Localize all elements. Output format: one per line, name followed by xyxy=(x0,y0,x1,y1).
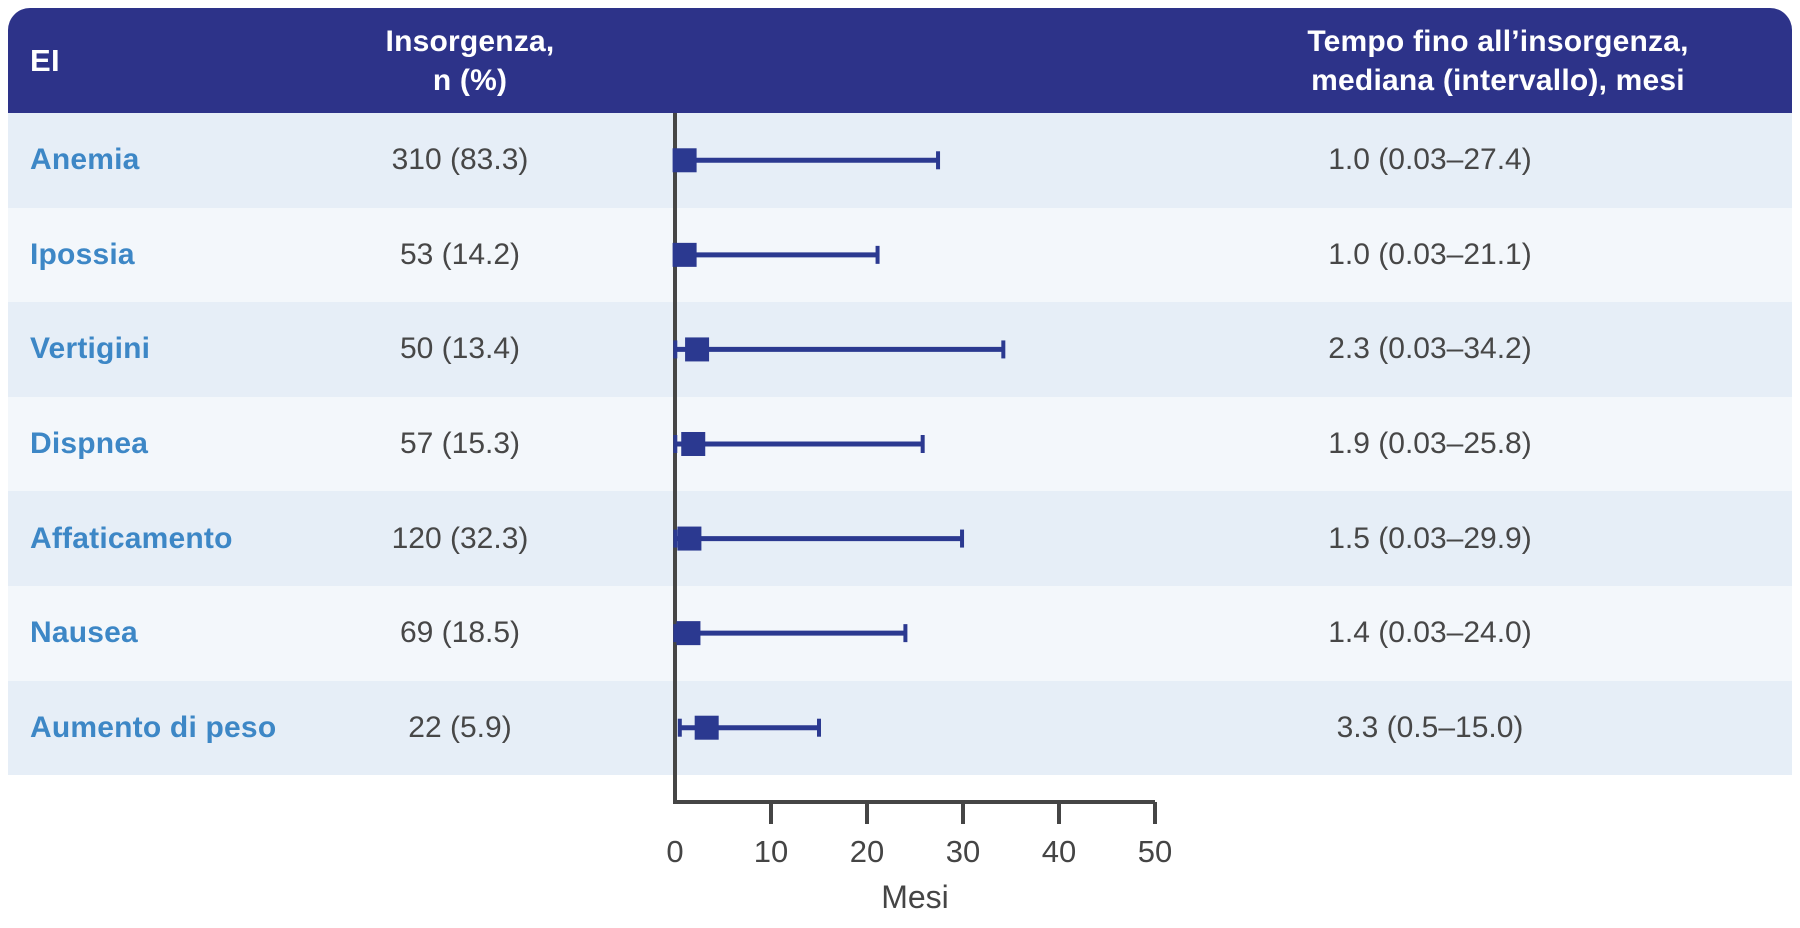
row-label: Vertigini xyxy=(30,332,151,366)
header-tempo-line1: Tempo fino all’insorgenza, xyxy=(1307,24,1689,58)
x-axis-title: Mesi xyxy=(881,879,949,915)
row-label: Anemia xyxy=(30,143,140,177)
row-label: Ipossia xyxy=(30,237,135,271)
table-row: Vertigini 50 (13.4) 2.3 (0.03–34.2) xyxy=(8,302,1792,397)
axis-tick-label: 10 xyxy=(754,834,788,869)
table-header: EI Insorgenza, n (%) Tempo fino all’inso… xyxy=(8,8,1792,113)
row-label: Aumento di peso xyxy=(30,710,277,744)
row-n-pct: 50 (13.4) xyxy=(399,332,521,366)
row-n-pct: 310 (83.3) xyxy=(391,143,529,177)
row-n-pct: 120 (32.3) xyxy=(391,521,529,555)
table-row: Dispnea 57 (15.3) 1.9 (0.03–25.8) xyxy=(8,396,1792,492)
table-row: Nausea 69 (18.5) 1.4 (0.03–24.0) xyxy=(8,586,1792,681)
axis-tick-label: 30 xyxy=(946,834,980,869)
header-insorgenza-line1: Insorgenza, xyxy=(385,24,555,58)
row-time-median: 2.3 (0.03–34.2) xyxy=(1328,332,1532,366)
row-time-median: 1.0 (0.03–21.1) xyxy=(1328,237,1532,271)
row-time-median: 1.4 (0.03–24.0) xyxy=(1328,616,1532,650)
header-insorgenza-line2: n (%) xyxy=(432,63,508,97)
header-insorgenza: Insorgenza, n (%) xyxy=(310,8,630,113)
table-row: Aumento di peso 22 (5.9) 3.3 (0.5–15.0) xyxy=(8,680,1792,776)
row-n-pct: 53 (14.2) xyxy=(399,237,521,271)
header-tempo-line2: mediana (intervallo), mesi xyxy=(1311,63,1685,97)
axis-tick-label: 0 xyxy=(666,834,683,869)
row-label: Nausea xyxy=(30,616,138,650)
row-n-pct: 22 (5.9) xyxy=(408,710,512,744)
table-row: Ipossia 53 (14.2) 1.0 (0.03–21.1) xyxy=(8,207,1792,303)
row-time-median: 1.0 (0.03–27.4) xyxy=(1328,143,1532,177)
axis-tick-label: 50 xyxy=(1138,834,1172,869)
row-time-median: 1.5 (0.03–29.9) xyxy=(1328,521,1532,555)
row-time-median: 3.3 (0.5–15.0) xyxy=(1336,710,1524,744)
axis-tick-label: 20 xyxy=(850,834,884,869)
row-n-pct: 69 (18.5) xyxy=(399,616,521,650)
row-time-median: 1.9 (0.03–25.8) xyxy=(1328,427,1532,461)
row-label: Dispnea xyxy=(30,427,149,461)
header-ei: EI xyxy=(30,42,60,78)
table-row: Affaticamento 120 (32.3) 1.5 (0.03–29.9) xyxy=(8,491,1792,586)
table-row: Anemia 310 (83.3) 1.0 (0.03–27.4) xyxy=(8,113,1792,208)
axis-tick-label: 40 xyxy=(1042,834,1076,869)
row-label: Affaticamento xyxy=(30,521,233,555)
header-tempo: Tempo fino all’insorgenza, mediana (inte… xyxy=(1190,8,1800,113)
row-n-pct: 57 (15.3) xyxy=(399,427,521,461)
